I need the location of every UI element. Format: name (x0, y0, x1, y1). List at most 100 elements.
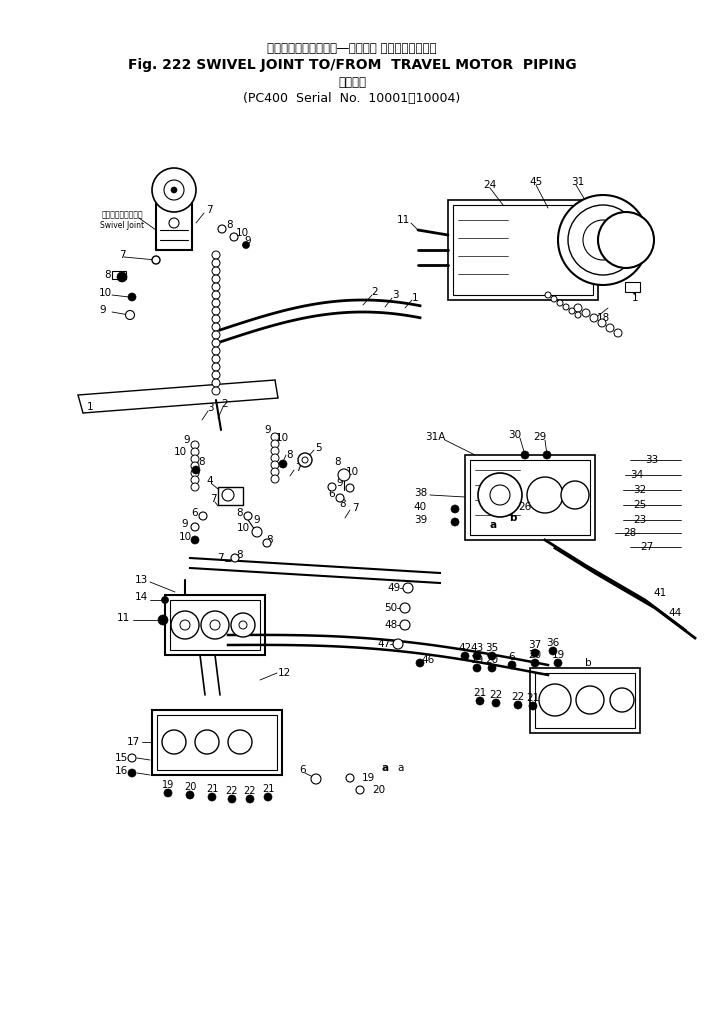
Text: 10: 10 (178, 532, 191, 542)
Text: 45: 45 (529, 177, 543, 187)
Text: 9: 9 (99, 305, 106, 315)
Text: 22: 22 (226, 786, 238, 796)
Circle shape (263, 539, 271, 547)
Text: 36: 36 (546, 638, 560, 648)
Text: 20: 20 (529, 650, 541, 660)
Text: 適用号機: 適用号機 (338, 77, 366, 89)
Circle shape (514, 701, 522, 709)
Text: 37: 37 (529, 640, 541, 650)
Circle shape (476, 697, 484, 705)
Text: 42: 42 (458, 643, 472, 653)
Text: 43: 43 (470, 643, 484, 653)
Circle shape (164, 180, 184, 201)
Text: 22: 22 (511, 692, 524, 702)
Circle shape (208, 793, 216, 801)
Circle shape (461, 652, 469, 660)
Text: スイベルジョイント　―　走　行 モータパイピング: スイベルジョイント ― 走 行 モータパイピング (268, 42, 436, 54)
Circle shape (400, 603, 410, 613)
Circle shape (557, 300, 563, 306)
Circle shape (128, 754, 136, 762)
Circle shape (598, 212, 654, 268)
Text: b: b (585, 658, 591, 668)
Text: 34: 34 (630, 470, 643, 480)
Text: 9: 9 (337, 478, 344, 488)
Circle shape (171, 187, 177, 193)
Circle shape (128, 293, 136, 301)
Circle shape (336, 494, 344, 502)
Text: 18: 18 (596, 313, 610, 323)
Circle shape (169, 218, 179, 228)
Text: 1: 1 (412, 293, 418, 303)
Text: 22: 22 (244, 786, 256, 796)
Circle shape (451, 518, 459, 526)
Text: 8: 8 (334, 457, 341, 468)
Text: 21: 21 (527, 693, 540, 703)
Circle shape (212, 315, 220, 323)
Circle shape (212, 307, 220, 315)
Circle shape (230, 233, 238, 241)
Circle shape (478, 473, 522, 517)
Circle shape (212, 355, 220, 363)
Circle shape (598, 319, 606, 327)
Text: 10: 10 (236, 228, 249, 238)
Text: 30: 30 (508, 430, 522, 440)
Text: 19: 19 (470, 655, 484, 665)
Text: 2: 2 (372, 287, 378, 297)
Circle shape (561, 481, 589, 509)
Text: 8: 8 (104, 270, 111, 280)
Text: a: a (382, 763, 389, 773)
Circle shape (539, 684, 571, 716)
Text: 1: 1 (87, 402, 94, 412)
Circle shape (558, 195, 648, 285)
Circle shape (212, 291, 220, 299)
Circle shape (191, 455, 199, 463)
Circle shape (222, 489, 234, 501)
Text: 21: 21 (262, 784, 274, 794)
Text: a: a (489, 520, 496, 530)
Text: 8: 8 (199, 457, 206, 468)
Circle shape (328, 483, 336, 491)
Text: 21: 21 (473, 688, 486, 698)
Bar (470, 460, 590, 535)
Text: 24: 24 (484, 180, 496, 190)
Text: 9: 9 (265, 425, 271, 435)
Text: 23: 23 (633, 515, 646, 525)
Bar (170, 601, 260, 650)
Circle shape (583, 220, 623, 260)
Text: 8: 8 (340, 499, 346, 509)
Text: 46: 46 (422, 655, 434, 665)
Text: 31: 31 (572, 177, 584, 187)
Text: b: b (509, 513, 517, 523)
Text: 19: 19 (162, 780, 174, 790)
Circle shape (271, 447, 279, 455)
Text: 7: 7 (206, 205, 213, 215)
Circle shape (543, 451, 551, 459)
Circle shape (212, 387, 220, 395)
Circle shape (338, 469, 350, 481)
Circle shape (212, 347, 220, 355)
Circle shape (199, 512, 207, 520)
Circle shape (212, 251, 220, 259)
Text: 21: 21 (206, 784, 218, 794)
Circle shape (242, 241, 249, 249)
Text: 10: 10 (173, 447, 187, 457)
Text: 6: 6 (300, 765, 306, 775)
Text: 8: 8 (226, 220, 232, 230)
Circle shape (492, 699, 500, 707)
Text: 13: 13 (134, 575, 148, 585)
Circle shape (346, 774, 354, 782)
Text: 14: 14 (134, 592, 148, 602)
Circle shape (212, 323, 220, 331)
Text: 7: 7 (119, 250, 125, 260)
Circle shape (302, 457, 308, 463)
Text: 2: 2 (222, 399, 228, 409)
Circle shape (451, 505, 459, 513)
Circle shape (161, 596, 168, 604)
Circle shape (191, 476, 199, 484)
Text: 12: 12 (278, 668, 291, 678)
Circle shape (228, 795, 236, 803)
Text: 38: 38 (414, 488, 427, 498)
Circle shape (568, 205, 638, 275)
Circle shape (590, 314, 598, 322)
Circle shape (212, 339, 220, 347)
